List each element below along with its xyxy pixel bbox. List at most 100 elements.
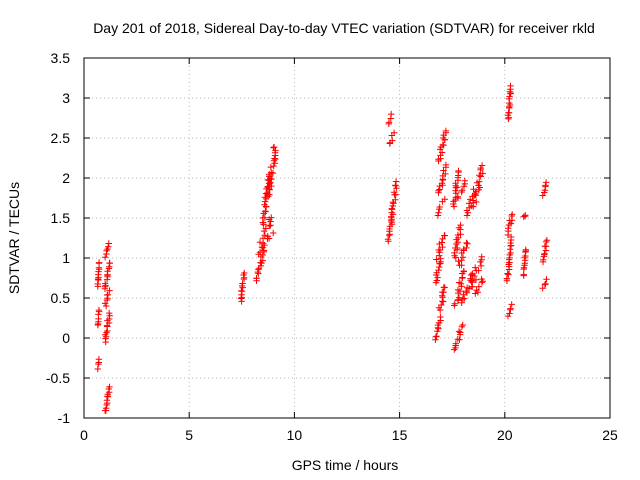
data-point bbox=[508, 301, 515, 308]
data-point bbox=[103, 397, 111, 404]
data-point bbox=[439, 243, 446, 251]
data-point bbox=[478, 162, 486, 169]
data-point bbox=[106, 287, 113, 294]
data-point bbox=[503, 275, 511, 282]
data-point bbox=[261, 232, 268, 239]
data-point bbox=[458, 257, 465, 264]
data-point bbox=[522, 212, 529, 219]
axis-ticks: 0 5 10 15 20 25 -1 -0.5 0 0.5 1 1.5 2 2.5 3 3.5 bbox=[46, 50, 618, 443]
data-point bbox=[450, 198, 457, 205]
data-point bbox=[438, 239, 445, 246]
data-point bbox=[504, 270, 511, 277]
data-point bbox=[266, 222, 273, 230]
data-point bbox=[106, 309, 113, 317]
x-tick-label: 5 bbox=[185, 427, 193, 443]
x-tick-label: 10 bbox=[287, 427, 303, 443]
data-point bbox=[253, 275, 260, 282]
data-point bbox=[390, 129, 398, 136]
data-point bbox=[467, 277, 474, 284]
data-point bbox=[470, 197, 477, 204]
data-point bbox=[522, 246, 529, 253]
data-point bbox=[390, 200, 397, 207]
y-tick-label: 1.5 bbox=[51, 210, 71, 226]
data-point bbox=[388, 110, 395, 118]
data-point bbox=[261, 194, 269, 201]
data-point bbox=[520, 271, 527, 278]
data-point bbox=[105, 240, 112, 247]
data-point bbox=[475, 182, 482, 189]
data-point bbox=[479, 170, 486, 177]
data-point bbox=[465, 200, 473, 207]
x-tick-label: 25 bbox=[602, 427, 618, 443]
data-point bbox=[542, 280, 549, 288]
data-point bbox=[260, 247, 268, 254]
plot-frame bbox=[83, 57, 611, 419]
data-point bbox=[454, 193, 461, 200]
data-point bbox=[103, 329, 110, 336]
data-point bbox=[260, 240, 267, 247]
data-point bbox=[438, 180, 446, 187]
data-point bbox=[392, 178, 400, 185]
data-point bbox=[473, 198, 480, 206]
data-point bbox=[457, 221, 464, 229]
data-point bbox=[542, 182, 549, 189]
data-point bbox=[269, 169, 277, 177]
x-tick-label: 20 bbox=[497, 427, 513, 443]
data-point bbox=[106, 383, 113, 391]
data-point bbox=[435, 187, 442, 194]
data-point bbox=[95, 311, 102, 318]
data-point bbox=[95, 259, 103, 266]
data-point bbox=[105, 243, 112, 250]
data-point bbox=[256, 249, 264, 256]
data-point bbox=[454, 244, 461, 252]
data-point bbox=[435, 209, 442, 216]
data-point bbox=[441, 232, 448, 239]
data-point bbox=[464, 240, 471, 247]
x-axis-label: GPS time / hours bbox=[292, 457, 399, 473]
grid-lines bbox=[84, 58, 610, 418]
data-point bbox=[540, 256, 547, 264]
data-point bbox=[433, 256, 440, 263]
data-point bbox=[384, 236, 392, 243]
data-point bbox=[268, 214, 275, 221]
data-point bbox=[434, 212, 442, 219]
data-point bbox=[469, 270, 476, 277]
data-point bbox=[262, 207, 269, 215]
data-point bbox=[459, 295, 466, 303]
data-point bbox=[268, 169, 275, 176]
data-point bbox=[102, 405, 110, 412]
data-point bbox=[454, 286, 462, 294]
data-point bbox=[241, 269, 248, 277]
data-point bbox=[476, 172, 483, 179]
y-tick-label: 0 bbox=[62, 330, 70, 346]
data-point bbox=[454, 231, 462, 239]
data-point bbox=[459, 254, 467, 261]
y-tick-label: -1 bbox=[58, 410, 71, 426]
data-point bbox=[104, 291, 112, 298]
data-point bbox=[473, 286, 480, 294]
data-point bbox=[543, 237, 551, 244]
data-point bbox=[455, 297, 462, 304]
data-point bbox=[458, 188, 465, 196]
data-point bbox=[440, 142, 447, 149]
y-tick-label: 0.5 bbox=[51, 290, 71, 306]
data-point bbox=[475, 283, 483, 290]
data-point bbox=[95, 306, 103, 314]
data-point bbox=[507, 82, 514, 90]
data-point bbox=[507, 249, 514, 257]
data-point bbox=[433, 333, 440, 340]
data-point bbox=[102, 254, 109, 261]
data-point bbox=[103, 247, 110, 254]
data-point bbox=[451, 346, 458, 353]
data-point bbox=[460, 267, 467, 275]
data-point bbox=[95, 356, 103, 363]
data-point bbox=[460, 291, 467, 298]
data-point bbox=[455, 294, 463, 301]
data-point bbox=[270, 143, 278, 151]
data-point bbox=[539, 192, 546, 199]
data-point bbox=[440, 298, 447, 305]
data-point bbox=[465, 285, 473, 292]
data-point bbox=[477, 262, 485, 270]
y-tick-label: -0.5 bbox=[46, 370, 70, 386]
